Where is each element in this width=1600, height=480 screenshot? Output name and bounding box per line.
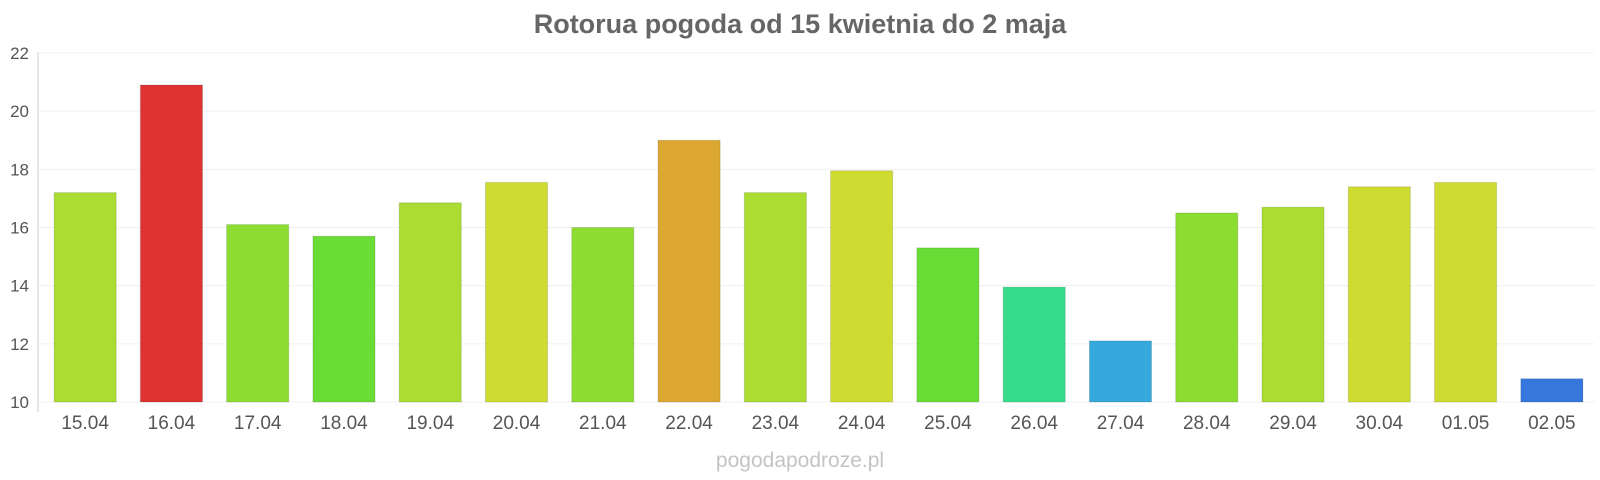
x-tick-label: 24.04 (838, 413, 886, 434)
bar-29.04 (1261, 206, 1325, 403)
x-tick-label: 19.04 (406, 413, 454, 434)
x-tick-label: 23.04 (752, 413, 800, 434)
x-tick-label: 02.05 (1528, 413, 1576, 434)
bar-21.04 (571, 227, 635, 403)
x-tick-label: 17.04 (234, 413, 282, 434)
bar-16.04 (139, 84, 203, 403)
bar-18.04 (312, 235, 376, 403)
x-tick-label: 20.04 (493, 413, 541, 434)
y-tick-label: 16 (10, 219, 29, 238)
x-tick-label: 25.04 (924, 413, 972, 434)
x-tick-label: 26.04 (1010, 413, 1058, 434)
x-tick-label: 27.04 (1097, 413, 1145, 434)
x-tick-label: 15.04 (61, 413, 109, 434)
x-tick-label: 29.04 (1269, 413, 1317, 434)
y-tick-label: 10 (10, 393, 29, 412)
watermark: pogodapodroze.pl (716, 449, 884, 472)
y-tick-label: 20 (10, 102, 29, 121)
bar-19.04 (398, 202, 462, 403)
x-tick-label: 01.05 (1442, 413, 1490, 434)
x-tick-label: 18.04 (320, 413, 368, 434)
y-tick-label: 18 (10, 160, 29, 179)
y-tick-label: 14 (10, 277, 29, 296)
bar-24.04 (830, 170, 894, 403)
bar-17.04 (226, 224, 290, 403)
y-axis: 10 12 14 16 18 20 22 (10, 44, 39, 412)
x-tick-label: 28.04 (1183, 413, 1231, 434)
y-tick-label: 12 (10, 335, 29, 354)
y-tick-label: 22 (10, 44, 29, 63)
bar-26.04 (1002, 286, 1066, 403)
x-tick-label: 22.04 (665, 413, 713, 434)
bar-15.04 (53, 192, 117, 403)
bar-01.05 (1434, 181, 1498, 403)
bar-27.04 (1088, 340, 1153, 403)
bar-25.04 (916, 247, 980, 403)
bar-28.04 (1175, 212, 1239, 403)
bar-02.05 (1520, 378, 1584, 403)
chart-title: Rotorua pogoda od 15 kwietnia do 2 maja (534, 9, 1068, 39)
bar-30.04 (1347, 186, 1411, 403)
grid-lines (38, 52, 1595, 403)
x-tick-label: 21.04 (579, 413, 627, 434)
x-tick-label: 30.04 (1356, 413, 1404, 434)
bar-20.04 (484, 181, 549, 403)
x-tick-label: 16.04 (148, 413, 196, 434)
bars (53, 84, 1584, 403)
x-axis: 15.04 16.04 17.04 18.04 19.04 20.04 21.04 22.04… (61, 413, 1575, 434)
bar-22.04 (657, 139, 721, 403)
bar-23.04 (743, 192, 807, 403)
